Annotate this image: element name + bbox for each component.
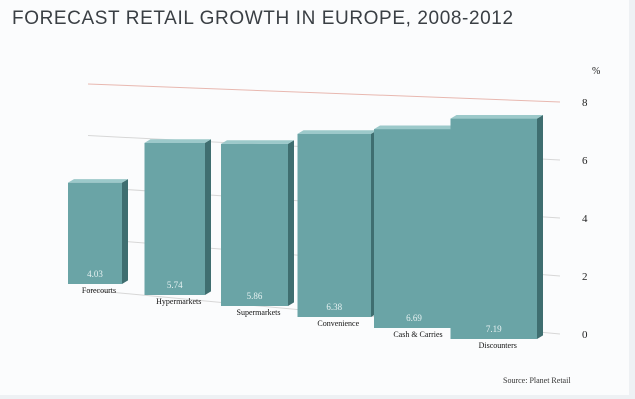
bars: 4.03 Forecourts 5.74 Hypermarkets 5.86 Superm… (68, 114, 543, 350)
bar-top (297, 130, 377, 134)
bar-value-label: 5.86 (247, 291, 263, 301)
bar-top (68, 179, 128, 183)
category-label: Hypermarkets (156, 297, 201, 306)
bar-top (374, 125, 460, 130)
bar-group: 6.38 Convenience (297, 130, 377, 328)
y-tick-label: 6 (582, 155, 588, 167)
category-label: Supermarkets (237, 308, 281, 317)
bar-value-label: 5.74 (167, 280, 183, 290)
bar-group: 7.19 Discounters (450, 114, 543, 350)
bar-group: 6.69 Cash & Carries (374, 125, 460, 339)
bar-group: 5.86 Supermarkets (221, 140, 294, 317)
chart-title: FORECAST RETAIL GROWTH IN EUROPE, 2008-2… (12, 8, 514, 29)
bar (221, 143, 288, 306)
source-note: Source: Planet Retail (503, 376, 571, 385)
y-axis-unit: % (592, 66, 601, 77)
bar-value-label: 6.69 (406, 313, 422, 323)
y-tick-label: 8 (582, 97, 588, 109)
bar-value-label: 6.38 (326, 302, 342, 312)
y-tick-label: 0 (582, 329, 588, 341)
bar (68, 182, 122, 284)
category-label: Forecourts (82, 286, 116, 295)
bar-top (450, 114, 543, 119)
bar-side (537, 114, 543, 339)
bar-top (221, 140, 294, 144)
y-axis-ticks: 0 2 4 6 8 (582, 97, 588, 341)
bar (450, 118, 537, 339)
bar-side (122, 179, 128, 284)
bar-group: 4.03 Forecourts (68, 179, 128, 295)
bar-side (288, 140, 294, 306)
y-tick-label: 2 (582, 271, 588, 283)
category-label: Cash & Carries (393, 330, 442, 339)
bar (144, 142, 205, 295)
category-label: Convenience (317, 319, 359, 328)
bar (374, 129, 454, 328)
gridline (87, 83, 561, 103)
bar-top (144, 139, 211, 143)
category-label: Discounters (479, 341, 517, 350)
bar-value-label: 4.03 (87, 269, 103, 279)
y-tick-label: 4 (582, 213, 588, 225)
bar-side (205, 139, 211, 295)
bar (297, 133, 371, 317)
bar-value-label: 7.19 (486, 324, 502, 334)
bar-group: 5.74 Hypermarkets (144, 139, 211, 306)
